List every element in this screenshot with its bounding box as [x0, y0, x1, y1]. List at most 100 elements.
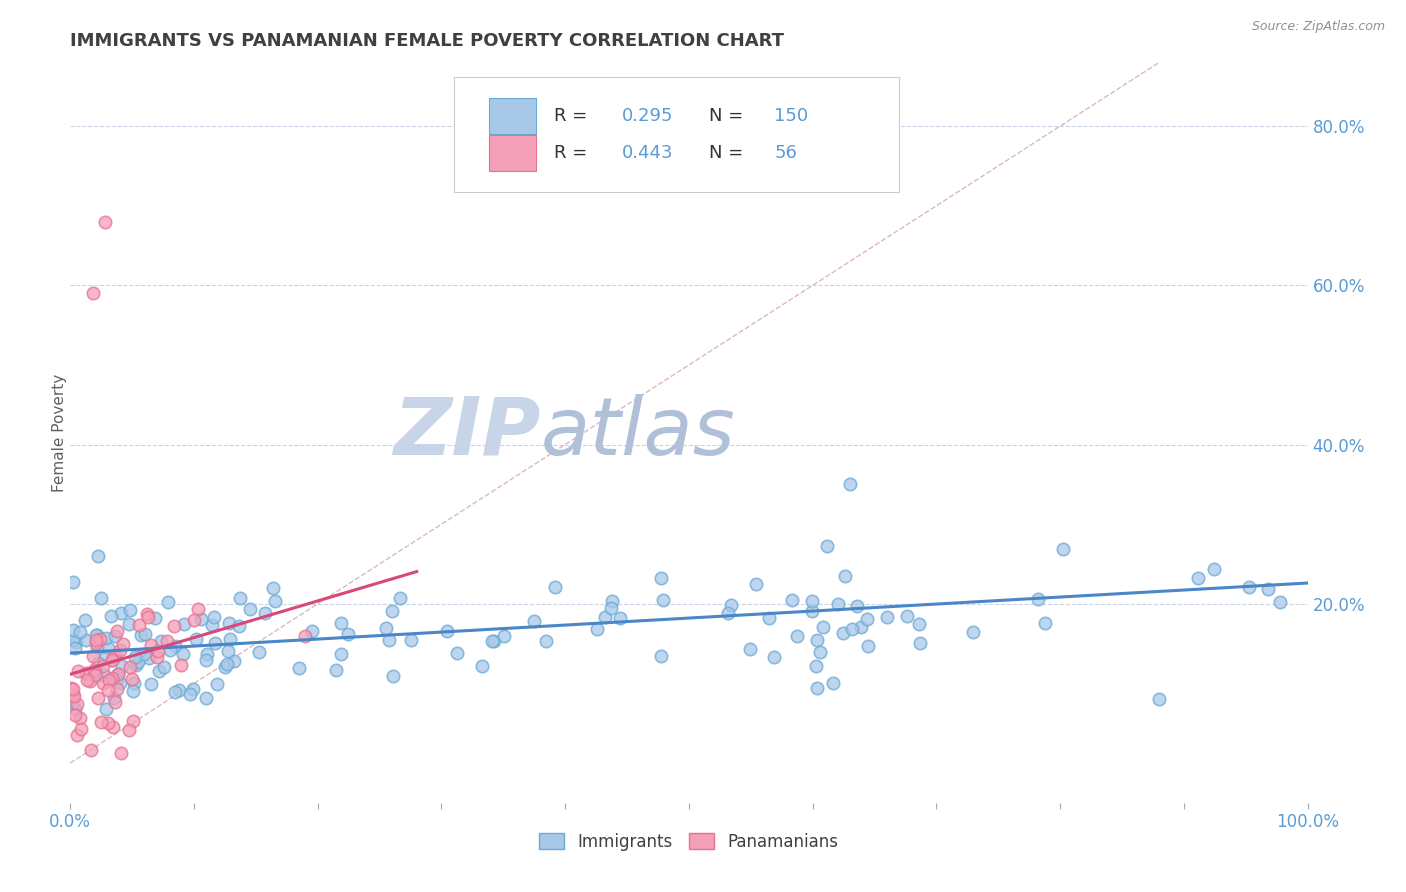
Point	[815, 539, 838, 553]
Point	[595, 609, 617, 624]
Point	[908, 617, 931, 632]
Point	[173, 616, 195, 631]
Point	[204, 636, 226, 650]
Point	[800, 604, 823, 618]
Point	[86, 640, 108, 654]
Point	[89, 632, 111, 646]
Point	[108, 642, 131, 657]
Text: R =: R =	[554, 107, 593, 125]
Point	[138, 651, 160, 665]
Point	[202, 609, 225, 624]
Point	[810, 645, 832, 659]
Point	[330, 615, 353, 630]
Point	[69, 722, 91, 736]
Text: 0.443: 0.443	[621, 144, 673, 161]
Point	[763, 650, 786, 665]
Text: ZIP: ZIP	[394, 393, 540, 472]
FancyBboxPatch shape	[488, 135, 536, 170]
Point	[66, 697, 89, 711]
Point	[135, 607, 157, 621]
Point	[112, 637, 135, 651]
Point	[163, 619, 186, 633]
Point	[858, 639, 880, 653]
Point	[910, 636, 932, 650]
Point	[101, 720, 124, 734]
Point	[69, 624, 91, 639]
Point	[90, 591, 112, 606]
Point	[124, 650, 146, 665]
Point	[139, 639, 162, 653]
Point	[73, 613, 96, 627]
Point	[239, 602, 262, 616]
Point	[79, 674, 101, 689]
Point	[86, 628, 108, 642]
Point	[845, 599, 868, 613]
Point	[62, 682, 84, 697]
Text: atlas: atlas	[540, 393, 735, 472]
Point	[118, 660, 141, 674]
Point	[222, 654, 245, 668]
Point	[287, 661, 309, 675]
Point	[104, 629, 127, 643]
Point	[97, 683, 120, 698]
Point	[128, 617, 150, 632]
Point	[75, 666, 97, 681]
Point	[103, 650, 125, 665]
Point	[100, 608, 122, 623]
Point	[121, 714, 143, 729]
Point	[849, 620, 872, 634]
Point	[65, 634, 87, 648]
Point	[806, 681, 828, 695]
Point	[650, 649, 672, 664]
Point	[301, 624, 323, 638]
Point	[1268, 595, 1291, 609]
Point	[107, 667, 129, 681]
Point	[481, 634, 503, 648]
Point	[69, 711, 91, 725]
Point	[896, 609, 918, 624]
Point	[585, 623, 607, 637]
Point	[380, 604, 402, 618]
Point	[534, 633, 557, 648]
Point	[484, 634, 506, 648]
Point	[201, 618, 224, 632]
Point	[83, 668, 105, 682]
Point	[157, 595, 180, 609]
Point	[786, 629, 808, 643]
Point	[195, 648, 218, 662]
Point	[446, 646, 468, 660]
Point	[118, 603, 141, 617]
Point	[325, 663, 347, 677]
Point	[740, 641, 762, 656]
Point	[84, 636, 107, 650]
Point	[401, 632, 423, 647]
Point	[651, 593, 673, 607]
Point	[75, 632, 97, 647]
Point	[146, 643, 169, 657]
Point	[264, 594, 287, 608]
Point	[86, 628, 108, 642]
Point	[205, 677, 228, 691]
Point	[214, 660, 236, 674]
Point	[717, 607, 740, 621]
Point	[84, 632, 107, 647]
Point	[838, 477, 860, 491]
Point	[218, 615, 240, 630]
Point	[94, 650, 117, 665]
Point	[148, 664, 170, 678]
Point	[153, 660, 176, 674]
Point	[217, 644, 239, 658]
Point	[101, 653, 124, 667]
Point	[1033, 616, 1056, 631]
Point	[159, 643, 181, 657]
Text: 56: 56	[775, 144, 797, 161]
Point	[382, 669, 405, 683]
Point	[544, 581, 567, 595]
Point	[121, 672, 143, 686]
Point	[103, 691, 125, 706]
Point	[122, 675, 145, 690]
Point	[90, 714, 112, 729]
Point	[110, 606, 132, 620]
Point	[134, 626, 156, 640]
Point	[471, 659, 494, 673]
